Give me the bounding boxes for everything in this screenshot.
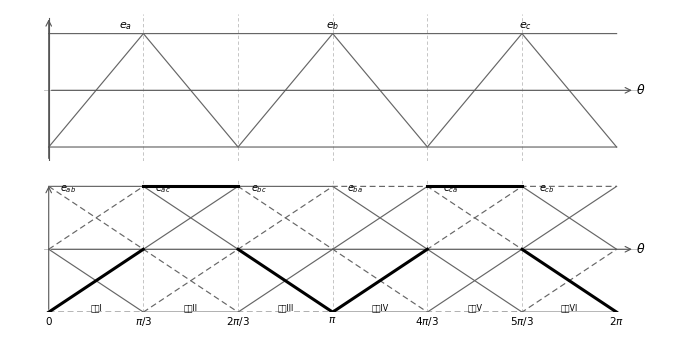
Text: 扇区IV: 扇区IV: [371, 304, 388, 313]
Text: $e_{ab}$: $e_{ab}$: [60, 184, 75, 195]
Text: 扇区I: 扇区I: [90, 304, 102, 313]
Text: $e_{ca}$: $e_{ca}$: [443, 184, 458, 195]
Text: $e_{ac}$: $e_{ac}$: [155, 184, 171, 195]
Text: $e_b$: $e_b$: [326, 20, 339, 32]
Text: $e_a$: $e_a$: [119, 20, 132, 32]
Text: 扇区V: 扇区V: [467, 304, 482, 313]
Text: $e_{bc}$: $e_{bc}$: [251, 184, 267, 195]
Text: $e_{cb}$: $e_{cb}$: [539, 184, 554, 195]
Text: 扇区III: 扇区III: [277, 304, 294, 313]
Text: $e_{ba}$: $e_{ba}$: [347, 184, 363, 195]
Text: 扇区VI: 扇区VI: [560, 304, 578, 313]
Text: $\theta$: $\theta$: [636, 242, 646, 256]
Text: $e_c$: $e_c$: [520, 20, 532, 32]
Text: $\theta$: $\theta$: [636, 83, 646, 97]
Text: 扇区II: 扇区II: [184, 304, 198, 313]
